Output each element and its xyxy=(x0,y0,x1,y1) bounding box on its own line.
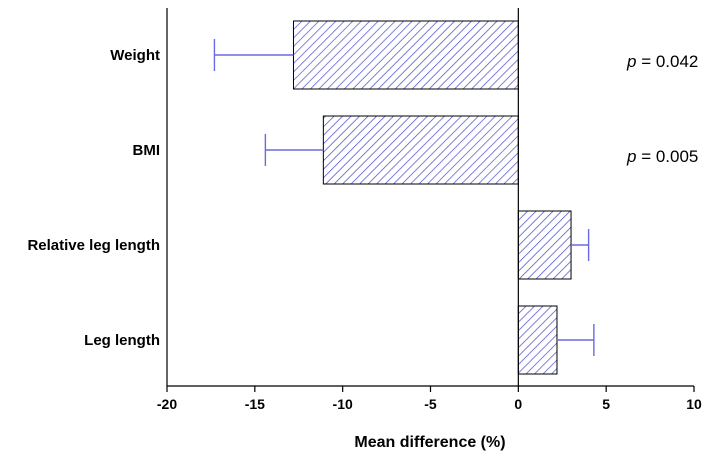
category-label: Relative leg length xyxy=(27,237,160,254)
x-axis-title: Mean difference (%) xyxy=(354,434,505,451)
bar-relative-leg-length xyxy=(517,210,572,280)
x-tick-label: -20 xyxy=(157,396,177,412)
bar-leg-length xyxy=(517,305,558,375)
x-tick-label: 10 xyxy=(686,396,702,412)
x-tick-label: -15 xyxy=(245,396,265,412)
x-tick-label: 0 xyxy=(514,396,522,412)
bar-bmi xyxy=(322,115,519,185)
bar-weight xyxy=(292,20,519,90)
x-tick-label: -10 xyxy=(333,396,353,412)
x-tick-label: -5 xyxy=(424,396,437,412)
error-bar-bmi xyxy=(264,134,324,166)
x-ticks-layer: -20 -15 -10 -5 0 5 10 xyxy=(157,386,702,412)
p-value-annotation: p = 0.005 xyxy=(626,147,698,166)
p-value-annotation: p = 0.042 xyxy=(626,52,698,71)
error-bars-layer xyxy=(213,39,595,356)
x-tick-label: 5 xyxy=(602,396,610,412)
category-label: Weight xyxy=(110,47,160,64)
category-label: BMI xyxy=(133,142,161,159)
p-value-annotations: p = 0.042 p = 0.005 xyxy=(626,52,698,166)
error-bar-relative-leg-length xyxy=(571,229,590,261)
category-label: Leg length xyxy=(84,332,160,349)
error-bar-leg-length xyxy=(556,324,595,356)
error-bar-weight xyxy=(213,39,294,71)
bars-layer xyxy=(292,20,572,375)
category-labels-layer: Weight BMI Relative leg length Leg length xyxy=(27,47,160,349)
